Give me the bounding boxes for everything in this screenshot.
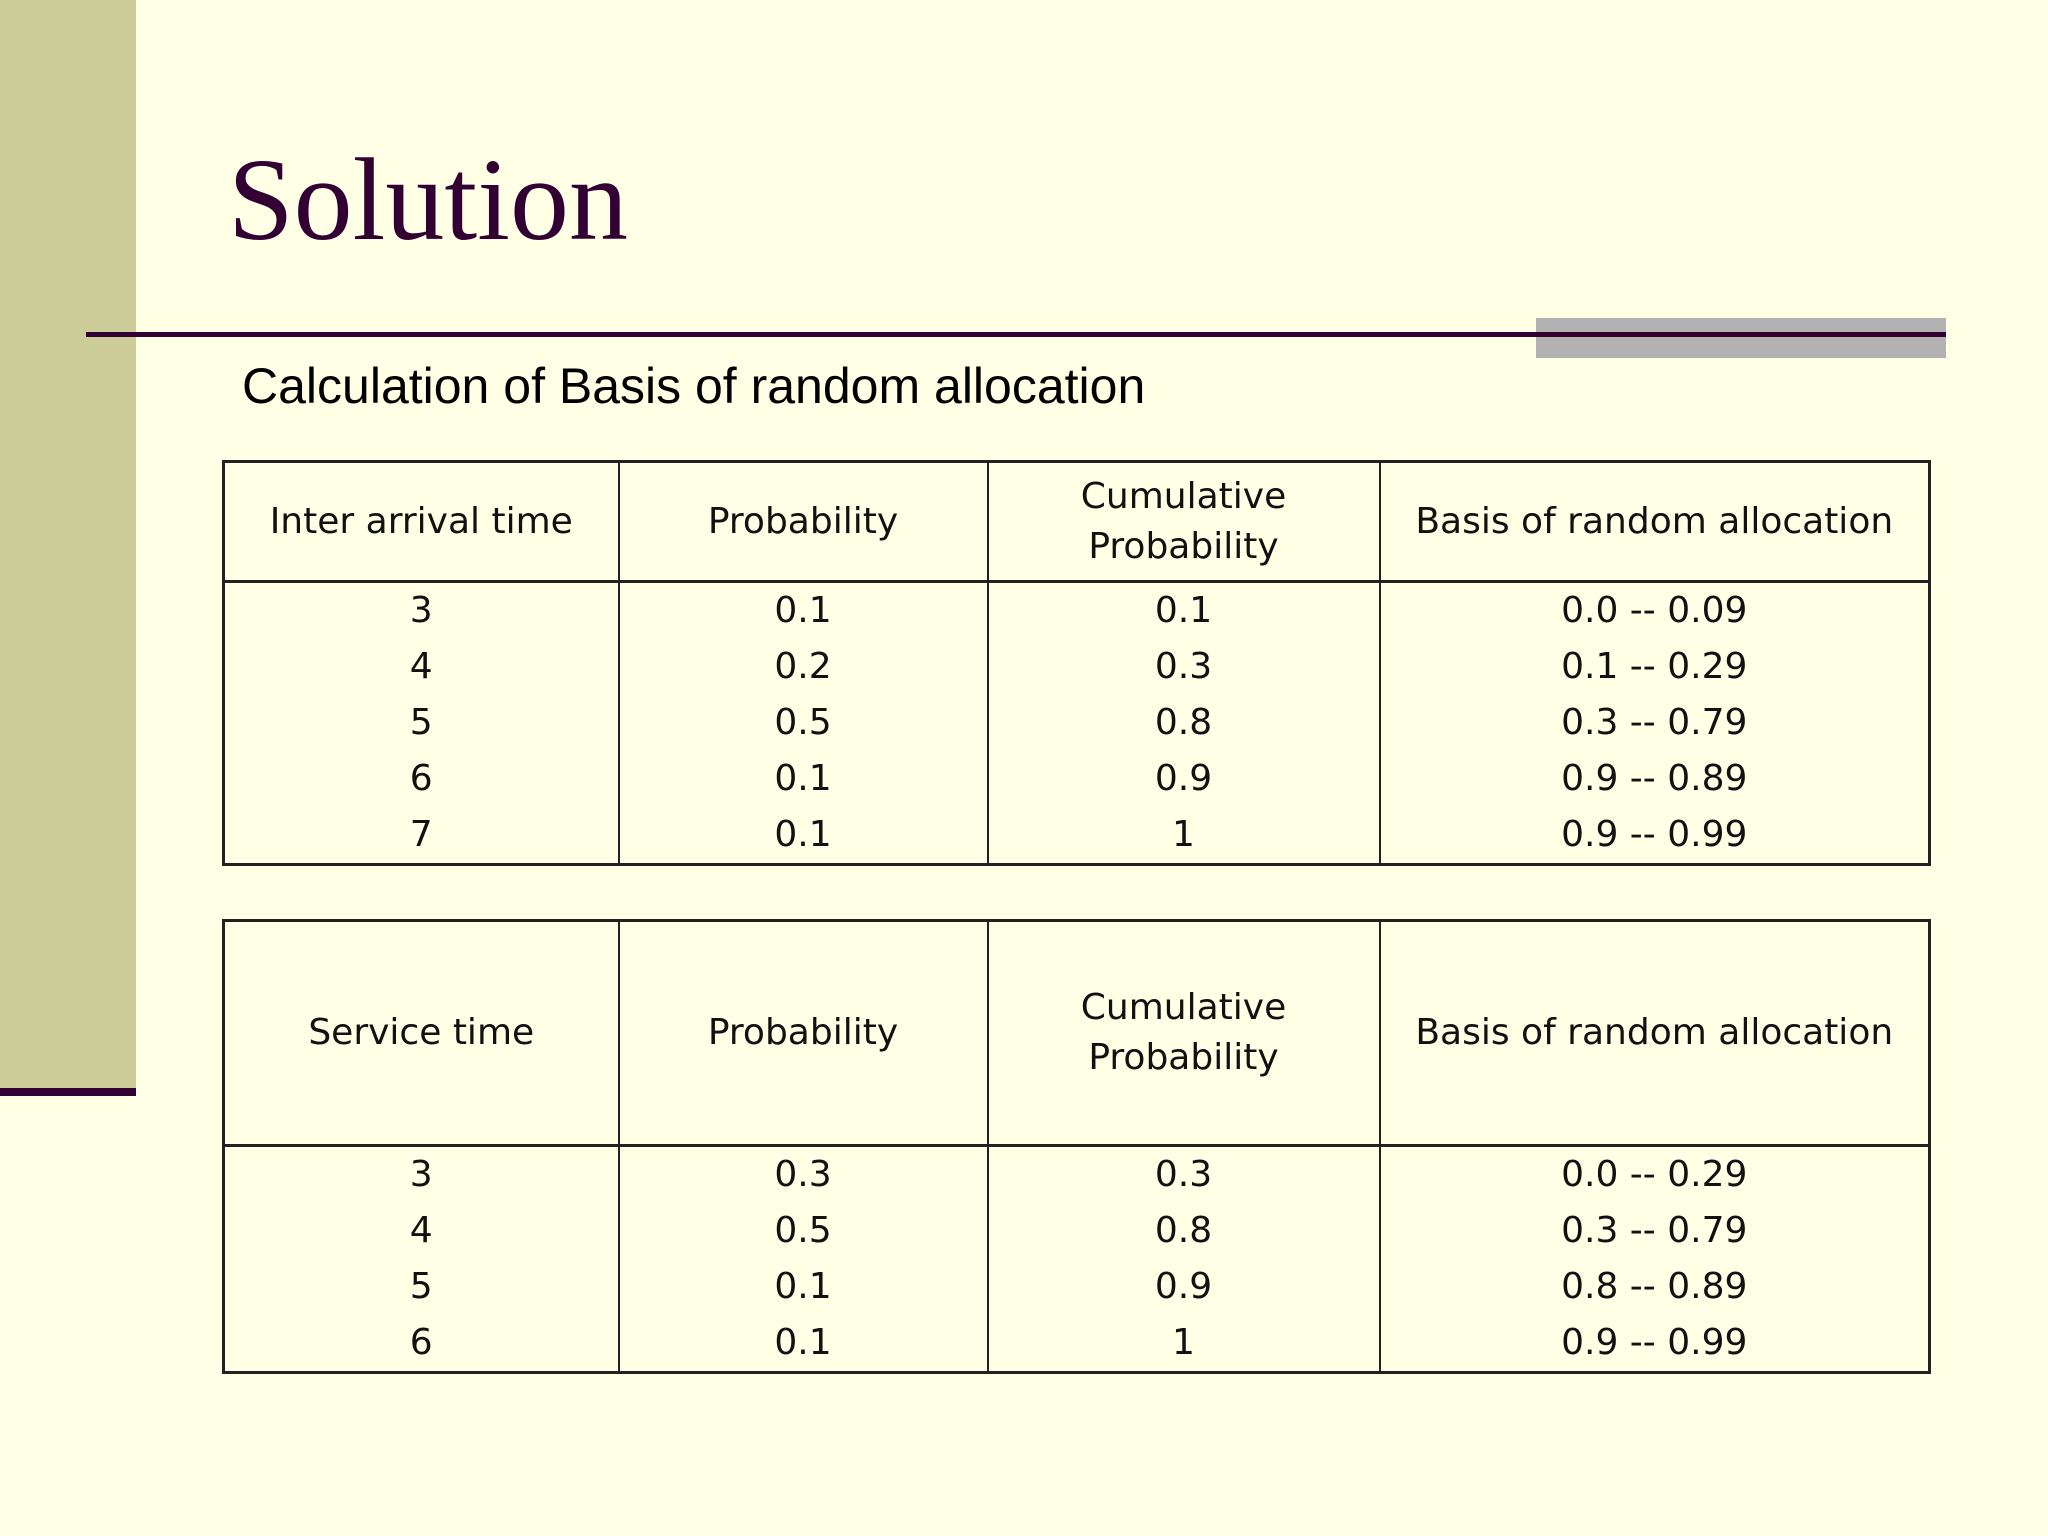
table-cell: 0.0 -- 0.09 — [1378, 581, 1931, 639]
table-cell: 0.3 — [986, 1145, 1381, 1203]
header-cumulative-probability: Cumulative Probability — [986, 920, 1381, 1147]
table-cell: 0.8 -- 0.89 — [1378, 1259, 1931, 1315]
table-cell: 0.5 — [617, 1203, 989, 1259]
table-cell: 0.1 — [617, 807, 989, 865]
table-cell: 4 — [222, 639, 620, 695]
service-time-table: Service time Probability Cumulative Prob… — [222, 919, 1931, 1374]
table-cell: 1 — [986, 1315, 1381, 1373]
header-basis-of-random-allocation: Basis of random allocation — [1378, 461, 1931, 583]
table-header-row: Service time Probability Cumulative Prob… — [222, 920, 1931, 1147]
table-cell: 6 — [222, 751, 620, 807]
table-cell: 0.1 — [617, 581, 989, 639]
header-basis-of-random-allocation: Basis of random allocation — [1378, 920, 1931, 1147]
header-cumulative-probability: Cumulative Probability — [986, 461, 1381, 583]
table-cell: 5 — [222, 695, 620, 751]
table-cell: 0.0 -- 0.29 — [1378, 1145, 1931, 1203]
table-cell: 0.1 — [617, 751, 989, 807]
table-cell: 6 — [222, 1315, 620, 1373]
table-cell: 3 — [222, 581, 620, 639]
table-row: 6 0.1 1 0.9 -- 0.99 — [222, 1315, 1931, 1373]
table-row: 4 0.2 0.3 0.1 -- 0.29 — [222, 639, 1931, 695]
table-cell: 0.3 -- 0.79 — [1378, 695, 1931, 751]
table-cell: 0.8 — [986, 1203, 1381, 1259]
table-cell: 0.9 -- 0.89 — [1378, 751, 1931, 807]
slide-title: Solution — [228, 134, 628, 265]
table-cell: 0.2 — [617, 639, 989, 695]
table-row: 7 0.1 1 0.9 -- 0.99 — [222, 807, 1931, 865]
table-cell: 5 — [222, 1259, 620, 1315]
title-rule-gray-block — [1536, 318, 1946, 358]
table-cell: 0.1 — [986, 581, 1381, 639]
table-cell: 0.9 -- 0.99 — [1378, 807, 1931, 865]
table-cell: 0.8 — [986, 695, 1381, 751]
table-row: 5 0.1 0.9 0.8 -- 0.89 — [222, 1259, 1931, 1315]
table-cell: 0.3 -- 0.79 — [1378, 1203, 1931, 1259]
table-cell: 0.9 — [986, 751, 1381, 807]
table-row: 4 0.5 0.8 0.3 -- 0.79 — [222, 1203, 1931, 1259]
header-service-time: Service time — [222, 920, 620, 1147]
table-row: 5 0.5 0.8 0.3 -- 0.79 — [222, 695, 1931, 751]
table-cell: 1 — [986, 807, 1381, 865]
table-cell: 0.5 — [617, 695, 989, 751]
table-cell: 4 — [222, 1203, 620, 1259]
slide-subtitle: Calculation of Basis of random allocatio… — [242, 358, 1146, 414]
table-header-row: Inter arrival time Probability Cumulativ… — [222, 461, 1931, 583]
table-cell: 0.3 — [617, 1145, 989, 1203]
header-inter-arrival-time: Inter arrival time — [222, 461, 620, 583]
table-row: 6 0.1 0.9 0.9 -- 0.89 — [222, 751, 1931, 807]
table-row: 3 0.1 0.1 0.0 -- 0.09 — [222, 581, 1931, 639]
title-rule-line — [86, 332, 1946, 337]
table-cell: 0.9 — [986, 1259, 1381, 1315]
left-accent-bar — [0, 0, 136, 1088]
header-probability: Probability — [617, 920, 989, 1147]
table-cell: 3 — [222, 1145, 620, 1203]
header-probability: Probability — [617, 461, 989, 583]
table-cell: 0.1 — [617, 1259, 989, 1315]
left-accent-bar-underline — [0, 1088, 136, 1096]
table-cell: 0.1 -- 0.29 — [1378, 639, 1931, 695]
inter-arrival-table: Inter arrival time Probability Cumulativ… — [222, 460, 1931, 866]
table-cell: 0.1 — [617, 1315, 989, 1373]
table-cell: 0.3 — [986, 639, 1381, 695]
table-cell: 7 — [222, 807, 620, 865]
table-cell: 0.9 -- 0.99 — [1378, 1315, 1931, 1373]
table-row: 3 0.3 0.3 0.0 -- 0.29 — [222, 1145, 1931, 1203]
